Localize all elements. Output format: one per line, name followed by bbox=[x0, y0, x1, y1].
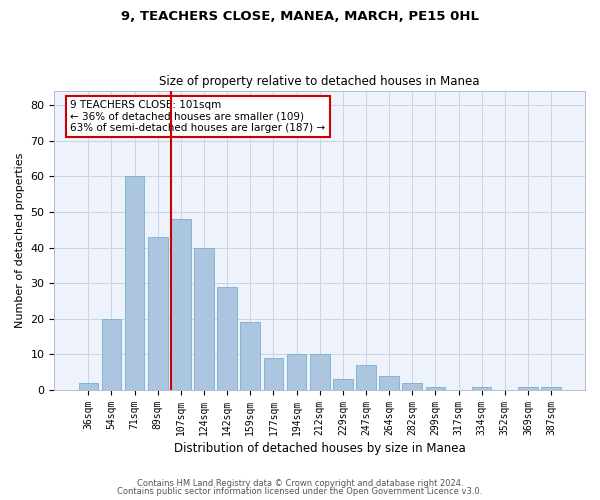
Bar bbox=[541, 386, 561, 390]
Bar bbox=[125, 176, 145, 390]
Text: Contains HM Land Registry data © Crown copyright and database right 2024.: Contains HM Land Registry data © Crown c… bbox=[137, 478, 463, 488]
Bar bbox=[310, 354, 329, 390]
X-axis label: Distribution of detached houses by size in Manea: Distribution of detached houses by size … bbox=[174, 442, 466, 455]
Bar bbox=[287, 354, 307, 390]
Y-axis label: Number of detached properties: Number of detached properties bbox=[15, 153, 25, 328]
Bar bbox=[425, 386, 445, 390]
Bar bbox=[403, 383, 422, 390]
Text: 9 TEACHERS CLOSE: 101sqm
← 36% of detached houses are smaller (109)
63% of semi-: 9 TEACHERS CLOSE: 101sqm ← 36% of detach… bbox=[70, 100, 325, 133]
Bar bbox=[356, 365, 376, 390]
Bar bbox=[379, 376, 399, 390]
Bar bbox=[333, 380, 353, 390]
Bar bbox=[472, 386, 491, 390]
Bar bbox=[518, 386, 538, 390]
Bar bbox=[148, 237, 167, 390]
Title: Size of property relative to detached houses in Manea: Size of property relative to detached ho… bbox=[160, 76, 480, 88]
Text: 9, TEACHERS CLOSE, MANEA, MARCH, PE15 0HL: 9, TEACHERS CLOSE, MANEA, MARCH, PE15 0H… bbox=[121, 10, 479, 23]
Text: Contains public sector information licensed under the Open Government Licence v3: Contains public sector information licen… bbox=[118, 487, 482, 496]
Bar bbox=[241, 322, 260, 390]
Bar bbox=[263, 358, 283, 390]
Bar bbox=[194, 248, 214, 390]
Bar bbox=[101, 319, 121, 390]
Bar bbox=[79, 383, 98, 390]
Bar bbox=[217, 287, 237, 390]
Bar bbox=[171, 219, 191, 390]
